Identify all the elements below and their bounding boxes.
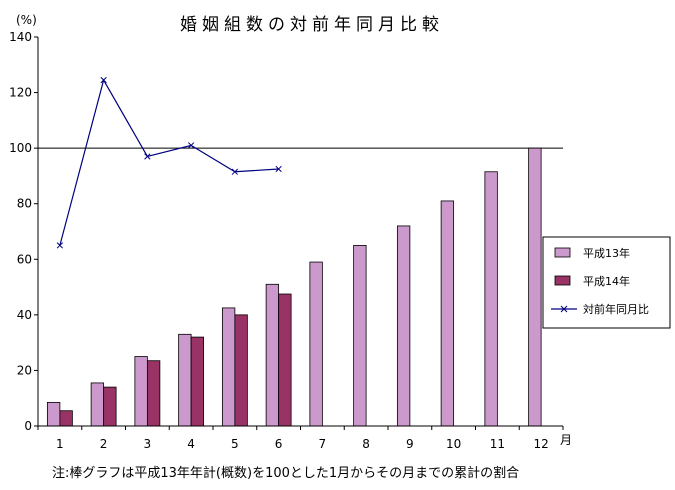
y-tick-label: 60	[17, 252, 32, 266]
y-tick-label: 120	[9, 86, 32, 100]
bar	[90, 382, 105, 427]
bar	[234, 314, 248, 427]
x-tick-label: 11	[490, 437, 505, 451]
bar	[46, 401, 61, 427]
bar	[278, 293, 292, 427]
bar	[528, 147, 542, 427]
x-axis-unit: 月	[560, 433, 572, 447]
x-tick-label: 9	[406, 437, 414, 451]
y-tick-label: 100	[9, 141, 32, 155]
y-axis-unit: (%)	[16, 13, 37, 27]
bar	[484, 171, 498, 427]
series-line	[59, 78, 279, 246]
bar	[59, 410, 73, 427]
x-tick-label: 8	[362, 437, 370, 451]
x-tick-label: 10	[446, 437, 461, 451]
bar	[134, 356, 148, 427]
line-point	[56, 242, 64, 249]
bar	[190, 336, 205, 427]
bar	[353, 244, 367, 427]
x-tick-label: 2	[100, 437, 108, 451]
x-tick-label: 7	[319, 437, 327, 451]
x-tick-label: 6	[275, 437, 283, 451]
ratio-line	[56, 76, 282, 249]
x-tick-label: 1	[56, 437, 64, 451]
y-tick-label: 140	[9, 30, 32, 44]
bar	[103, 386, 117, 427]
bar	[146, 360, 161, 427]
legend-label: 対前年同月比	[583, 302, 649, 316]
bar	[440, 200, 455, 427]
line-point	[231, 168, 239, 175]
legend-swatch	[554, 247, 571, 258]
bar	[265, 283, 280, 427]
line-point	[100, 76, 107, 84]
line-point	[144, 153, 151, 160]
bars	[46, 147, 542, 427]
line-point	[187, 142, 195, 149]
legend-label: 平成13年	[583, 246, 630, 260]
bar	[221, 307, 236, 427]
legend-label: 平成14年	[583, 274, 630, 288]
y-tick-label: 20	[17, 363, 32, 377]
x-tick-label: 3	[144, 437, 152, 451]
y-tick-label: 80	[17, 197, 32, 211]
y-tick-label: 40	[17, 308, 32, 322]
x-tick-label: 12	[533, 437, 548, 451]
footnote: 注:棒グラフは平成13年年計(概数)を100とした1月からその月までの累計の割合	[52, 465, 519, 481]
bar	[396, 225, 411, 427]
x-tick-label: 4	[187, 437, 195, 451]
y-tick-label: 0	[24, 419, 32, 433]
chart-title: 婚姻組数の対前年同月比較	[180, 15, 444, 35]
bar	[178, 333, 192, 427]
legend-marker	[560, 305, 568, 313]
x-tick-label: 5	[231, 437, 239, 451]
line-point	[275, 165, 282, 173]
legend-swatch	[554, 275, 571, 286]
bar	[309, 261, 323, 427]
